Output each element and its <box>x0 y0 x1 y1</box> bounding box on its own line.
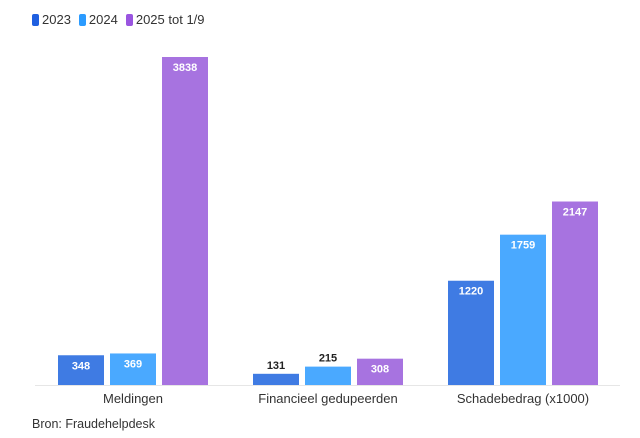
data-label: 215 <box>319 353 337 365</box>
source-note: Bron: Fraudehelpdesk <box>32 417 155 431</box>
bar <box>162 57 208 385</box>
x-tick-label: Financieel gedupeerden <box>258 391 398 406</box>
data-label: 348 <box>72 360 90 372</box>
data-label: 3838 <box>173 62 197 74</box>
legend-swatch <box>78 13 86 26</box>
data-label: 308 <box>371 364 389 376</box>
data-label: 2147 <box>563 207 587 219</box>
legend: 2023 2024 2025 tot 1/9 <box>32 12 205 27</box>
bar <box>305 366 351 385</box>
legend-label: 2024 <box>88 12 118 27</box>
bar <box>110 353 156 385</box>
data-label: 369 <box>124 358 142 370</box>
bar <box>448 280 494 385</box>
legend-label: 2025 tot 1/9 <box>135 12 205 27</box>
legend-swatch <box>32 13 39 26</box>
bar <box>253 373 299 385</box>
x-tick-label: Schadebedrag (x1000) <box>457 391 589 406</box>
legend-swatch <box>125 13 133 26</box>
data-label: 1220 <box>459 286 483 298</box>
bar <box>58 355 104 385</box>
data-label: 131 <box>267 360 285 372</box>
legend-item-2024[interactable]: 2024 <box>78 12 118 27</box>
x-tick-label: Meldingen <box>103 391 163 406</box>
legend-item-2023[interactable]: 2023 <box>32 12 71 27</box>
data-label: 1759 <box>511 240 535 252</box>
legend-item-2025[interactable]: 2025 tot 1/9 <box>125 12 205 27</box>
bar <box>357 358 403 385</box>
bar <box>552 201 598 385</box>
legend-label: 2023 <box>42 12 71 27</box>
bar <box>500 234 546 385</box>
